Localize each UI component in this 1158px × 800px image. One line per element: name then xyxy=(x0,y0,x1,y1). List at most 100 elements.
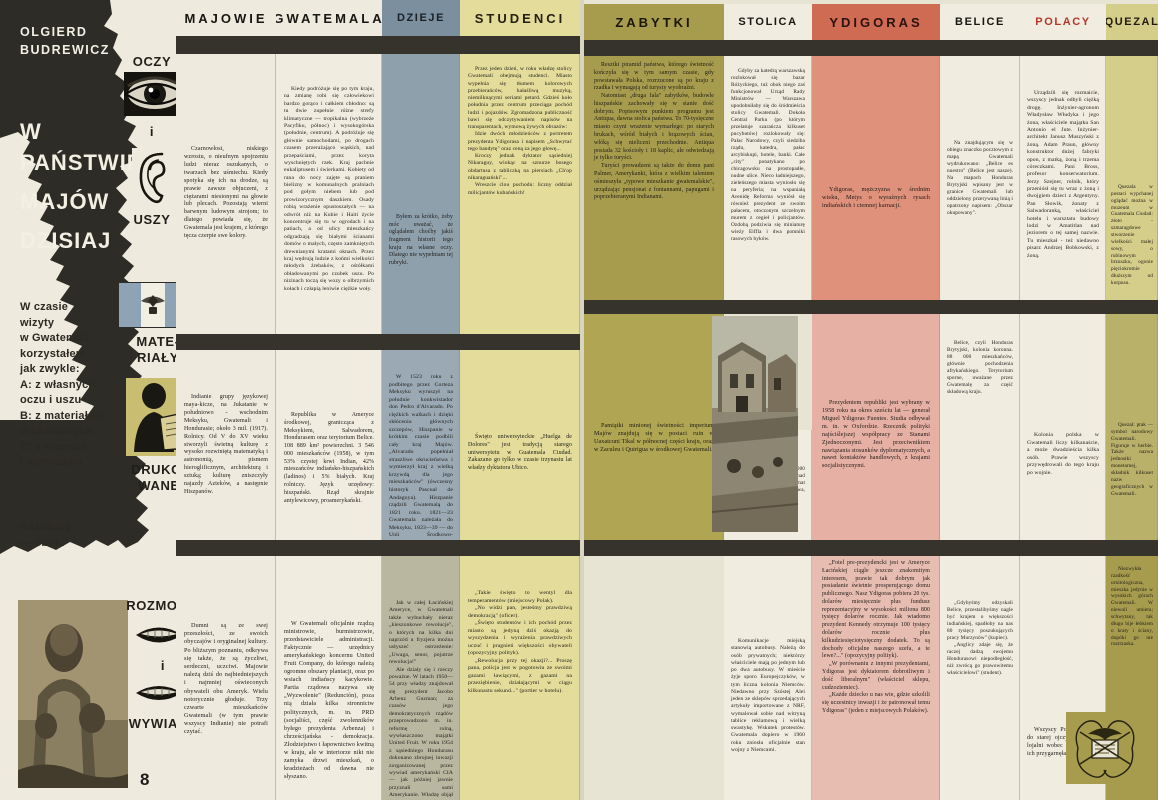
paragraph: „No widzi pan, jesteśmy prawdziwą demokr… xyxy=(468,605,572,619)
column-zabytki-middle: Pamiątki minionej świetności imperium Ma… xyxy=(584,314,724,540)
title-line-3: MAJÓW xyxy=(20,189,110,214)
paragraph: Kroczy jednak dyktator sąsiedniej Nikara… xyxy=(468,153,572,181)
article-text-quezal-middle: Quezal: ptak — symbol narodowy Gwatemali… xyxy=(1111,422,1153,497)
section-header-label: YDIGORAS xyxy=(829,14,923,30)
paragraph: Idzie dwóch młodzieńców z portretem prez… xyxy=(468,131,572,152)
rule-band-left-top xyxy=(176,36,580,54)
column-divider xyxy=(1105,56,1106,300)
column-divider xyxy=(579,54,580,334)
title-line-1: W xyxy=(20,119,42,144)
column-divider xyxy=(1019,56,1020,300)
section-header-studenci[interactable]: STUDENCI xyxy=(460,0,580,36)
column-divider xyxy=(1105,314,1106,540)
torn-paper-notch xyxy=(0,132,94,420)
label-uszy: USZY xyxy=(133,212,171,227)
paragraph: „Fotel pre-prezydencki jest w Ameryce Ła… xyxy=(822,560,930,660)
column-studenci-bottom: „Takie święto to wentyl dla temperamentó… xyxy=(460,556,580,800)
article-text-belice-middle: Belice, czyli Honduras Brytyjski, koloni… xyxy=(947,340,1013,395)
column-divider xyxy=(811,56,812,300)
section-header-label: BELICE xyxy=(955,16,1005,28)
article-text-ydigoras-top: Ydigoras, mężczyzna w średnim wieku, Met… xyxy=(822,186,930,210)
page-number: 8 xyxy=(140,770,150,789)
method-note-line-6: oczu i uszu xyxy=(20,394,82,406)
rule-band-right-low xyxy=(584,540,1158,556)
column-belice-bottom: „Gdybyśmy odzyskali Belice, przestalibyś… xyxy=(940,556,1020,800)
label-and-1: i xyxy=(149,124,155,139)
section-header-stolica[interactable]: STOLICA xyxy=(724,4,812,40)
paragraph: Wreszcie clou pochodu: liczny oddział mi… xyxy=(468,182,572,196)
label-drukowane-1: DRUKO- xyxy=(131,462,187,477)
section-header-polacy[interactable]: POLACY xyxy=(1020,4,1106,40)
method-note: W czasie wizyty w Gwatemali korzystałem jak … xyxy=(20,300,170,471)
section-header-label: DZIEJE xyxy=(396,12,446,24)
method-note-line-2: w Gwatemali xyxy=(20,332,89,344)
section-header-quezal[interactable]: QUEZAL xyxy=(1106,4,1158,40)
article-text-ydigoras-middle: Prezydentem republiki jest wybrany w 195… xyxy=(822,400,930,470)
column-divider xyxy=(275,54,276,334)
column-gwatemala-top: Kiedy podróżuje się po tym kraju, na zmi… xyxy=(276,54,382,334)
section-header-label: STUDENCI xyxy=(474,10,566,26)
paragraph: „Każde dziecko u nas wie, gdzie szkolili… xyxy=(822,692,930,714)
coat-of-arms xyxy=(1066,712,1144,784)
section-header-label: MAJOWIE xyxy=(184,10,268,26)
column-divider xyxy=(275,350,276,540)
article-text-majowie-top: Czarnowłosi, niskiego wzrostu, o nieufny… xyxy=(184,146,269,240)
photo-indigenous-family xyxy=(18,600,128,788)
section-header-label: STOLICA xyxy=(738,16,798,28)
section-header-majowie[interactable]: MAJOWIE xyxy=(176,0,276,36)
masthead-panel: OLGIERD BUDREWICZ W PAŃSTWIE MAJÓW DZISI… xyxy=(0,0,176,800)
column-divider xyxy=(579,556,580,800)
section-header-dzieje[interactable]: DZIEJE xyxy=(382,0,460,36)
column-studenci-middle: Święto uniwersyteckie „Huelga de Dolores… xyxy=(460,350,580,540)
column-majowie-top: Czarnowłosi, niskiego wzrostu, o nieufny… xyxy=(176,54,276,334)
column-divider xyxy=(381,556,382,800)
rule-band-left-mid xyxy=(176,334,580,350)
column-divider xyxy=(811,430,812,540)
column-ydigoras-bottom: „Fotel pre-prezydencki jest w Ameryce Ła… xyxy=(812,556,940,800)
column-ydigoras-middle: Prezydentem republiki jest wybrany w 195… xyxy=(812,314,940,540)
column-dzieje-top: Byłem za krótko, żeby móc uważać, że ogl… xyxy=(382,54,460,334)
paragraph: Resztki piramid państwa, którego świetno… xyxy=(594,62,714,92)
paragraph: „Anglicy zdaje się, że raczej dadzą swoj… xyxy=(947,642,1013,676)
article-text-polacy-middle: Kolonia polska w Gwatemali liczy kilkana… xyxy=(1027,432,1099,476)
paragraph: Turyści prowadzeni są także do domu pani… xyxy=(594,163,714,201)
results-line-0: Rezultaty xyxy=(20,521,71,533)
article-text-polacy-top: Urządzili się rozmaicie, wszyscy jednak … xyxy=(1027,90,1099,259)
results-line-1: — obok. xyxy=(20,536,65,549)
article-text-stolica-bottom: Komunikacje miejską stanowią autobusy. N… xyxy=(731,638,805,753)
column-quezal-middle: Quezal: ptak — symbol narodowy Gwatemali… xyxy=(1106,314,1158,540)
label-drukowane-2: WANE xyxy=(138,478,180,493)
author-line-2: BUDREWICZ xyxy=(20,43,110,57)
rule-band-right-top xyxy=(584,40,1158,56)
column-divider xyxy=(1019,556,1020,800)
article-text-dzieje-middle: W 1523 roku z podbitego przez Corteza Me… xyxy=(389,374,453,540)
method-note-line-8: drukowanych xyxy=(20,425,94,437)
method-note-line-3: korzystałem xyxy=(20,347,86,360)
column-divider xyxy=(939,56,940,300)
section-header-gwatemala[interactable]: GWATEMALA xyxy=(276,0,382,36)
paragraph: Ale działy się i rzeczy poważne. W latac… xyxy=(389,666,453,800)
article-text-ydigoras-bottom: „Fotel pre-prezydencki jest w Ameryce Ła… xyxy=(812,556,940,716)
column-divider xyxy=(381,350,382,540)
article-text-studenci-top: Przez jeden dzień, w roku władzę stolicy… xyxy=(460,54,580,197)
section-header-ydigoras[interactable]: YDIGORAS xyxy=(812,4,940,40)
page-gutter xyxy=(580,0,584,800)
section-header-zabytki[interactable]: ZABYTKI xyxy=(584,4,724,40)
column-stolica-top: Gdyby za katedrą warszawską rozlokował s… xyxy=(724,56,812,300)
article-text-gwatemala-bottom: W Gwatemali oficjalnie rządzą ministrowi… xyxy=(284,621,374,780)
article-text-zabytki-middle: Pamiątki minionej świetności imperium Ma… xyxy=(594,423,714,454)
rule-band-left-low xyxy=(176,540,580,556)
title-line-4: DZISIAJ xyxy=(20,228,112,253)
column-divider xyxy=(1105,556,1106,800)
label-and-2: i xyxy=(160,658,166,673)
section-header-belice[interactable]: BELICE xyxy=(940,4,1020,40)
article-text-quezal-bottom: Niezwykła rzadkość ornitologiczna, miesz… xyxy=(1111,566,1153,648)
section-header-label: GWATEMALA xyxy=(276,10,382,26)
column-divider xyxy=(459,556,460,800)
article-text-quezal-top: Quezala w postaci wypchanej oglądać możn… xyxy=(1111,184,1153,287)
column-polacy-middle: Kolonia polska w Gwatemali liczy kilkana… xyxy=(1020,314,1106,540)
paragraph: „Rewolucja przy tej okazji?... Proszę pa… xyxy=(468,657,572,694)
results-note: Rezultaty — obok. xyxy=(20,520,170,551)
section-header-label: ZABYTKI xyxy=(615,14,693,30)
photo-ear xyxy=(132,148,178,206)
